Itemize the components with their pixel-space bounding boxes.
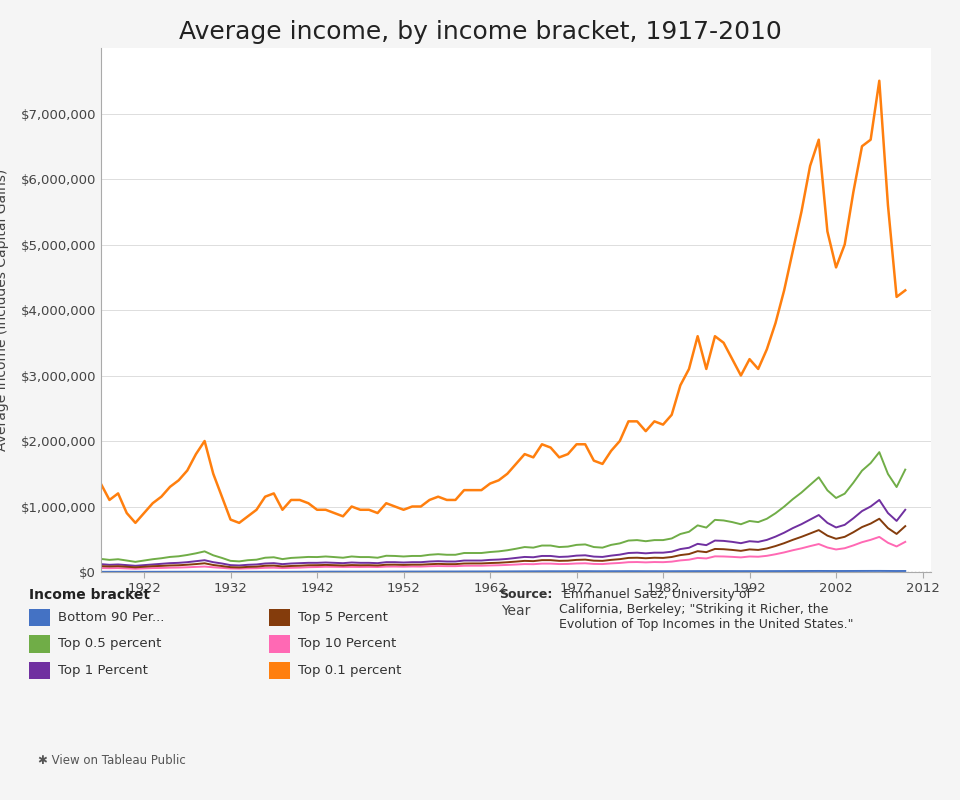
Text: Top 0.5 percent: Top 0.5 percent [58,638,161,650]
Text: Top 5 Percent: Top 5 Percent [298,611,388,624]
Text: Top 1 Percent: Top 1 Percent [58,664,148,677]
Text: Income bracket: Income bracket [29,588,150,602]
X-axis label: Year: Year [501,604,531,618]
Text: ✱ View on Tableau Public: ✱ View on Tableau Public [38,754,186,767]
Text: Top 0.1 percent: Top 0.1 percent [298,664,401,677]
Text: Source:: Source: [499,588,553,601]
Text: Emmanuel Saez, University of
California, Berkeley; "Striking it Richer, the
Evol: Emmanuel Saez, University of California,… [559,588,853,631]
Text: Average income, by income bracket, 1917-2010: Average income, by income bracket, 1917-… [179,20,781,44]
Y-axis label: Average Income (Includes Capital Gains): Average Income (Includes Capital Gains) [0,169,10,451]
Text: Bottom 90 Per...: Bottom 90 Per... [58,611,164,624]
Text: Top 10 Percent: Top 10 Percent [298,638,396,650]
